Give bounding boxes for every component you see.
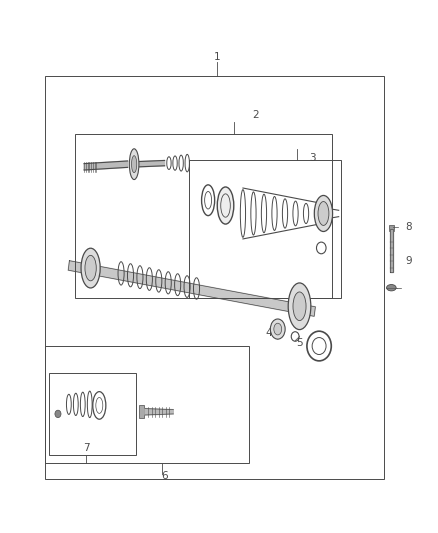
Ellipse shape xyxy=(318,201,329,225)
Text: 5: 5 xyxy=(296,338,303,349)
Bar xyxy=(49,373,136,455)
Polygon shape xyxy=(139,160,165,167)
Bar xyxy=(389,225,394,231)
Ellipse shape xyxy=(274,323,282,335)
Text: 9: 9 xyxy=(405,256,412,266)
Polygon shape xyxy=(84,161,127,170)
Text: 4: 4 xyxy=(266,328,272,338)
Circle shape xyxy=(55,410,61,418)
Bar xyxy=(188,160,341,298)
Ellipse shape xyxy=(85,255,96,281)
Bar xyxy=(139,406,144,418)
Ellipse shape xyxy=(293,292,306,320)
Ellipse shape xyxy=(131,156,137,173)
Text: 1: 1 xyxy=(213,52,220,62)
Ellipse shape xyxy=(387,285,396,291)
Text: 6: 6 xyxy=(161,471,168,481)
Bar xyxy=(45,346,250,463)
Polygon shape xyxy=(145,409,173,415)
Text: 8: 8 xyxy=(405,222,412,232)
Ellipse shape xyxy=(129,149,139,180)
Bar xyxy=(45,76,385,479)
Text: 2: 2 xyxy=(253,110,259,120)
Polygon shape xyxy=(68,261,315,316)
Polygon shape xyxy=(390,229,392,272)
Text: 7: 7 xyxy=(83,443,89,454)
Text: 3: 3 xyxy=(309,153,316,163)
Ellipse shape xyxy=(288,283,311,329)
Bar xyxy=(75,134,332,298)
Ellipse shape xyxy=(81,248,100,288)
Ellipse shape xyxy=(314,196,332,231)
Ellipse shape xyxy=(217,187,234,224)
Ellipse shape xyxy=(270,319,285,339)
